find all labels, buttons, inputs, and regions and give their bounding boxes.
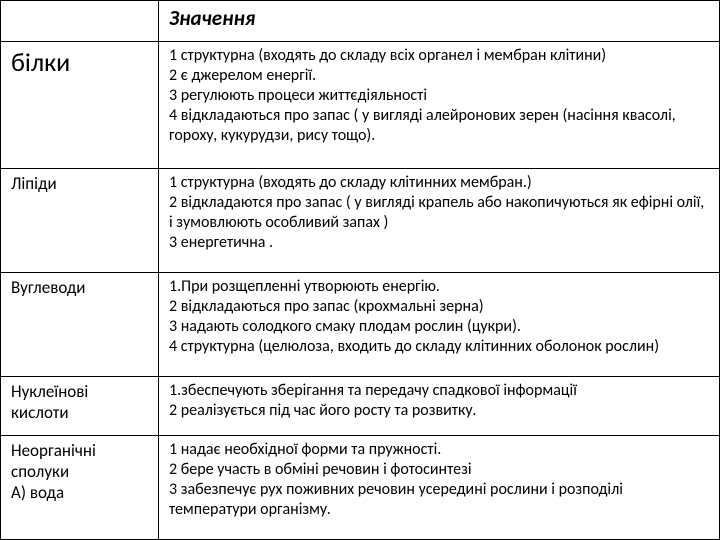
table-row: білки 1 структурна (входять до складу вс… (1, 41, 720, 168)
table-row: Ліпіди 1 структурна (входять до складу к… (1, 168, 720, 272)
row-content-3: 1.збеспечують зберігання та передачу спа… (159, 376, 720, 436)
row-label-3: Нуклеїнові кислоти (1, 376, 159, 436)
table-row: Неорганічні сполукиА) вода 1 надає необх… (1, 436, 720, 540)
table-row: Нуклеїнові кислоти 1.збеспечують зберіга… (1, 376, 720, 436)
biology-table: Значення білки 1 структурна (входять до … (0, 0, 720, 540)
table-row: Вуглеводи 1.При розщепленні утворюють ен… (1, 272, 720, 376)
header-empty-cell (1, 1, 159, 42)
row-label-0: білки (1, 41, 159, 168)
row-content-1: 1 структурна (входять до складу клітинни… (159, 168, 720, 272)
header-title-cell: Значення (159, 1, 720, 42)
row-content-2: 1.При розщепленні утворюють енергію.2 ві… (159, 272, 720, 376)
row-label-2: Вуглеводи (1, 272, 159, 376)
row-content-4: 1 надає необхідної форми та пружності.2 … (159, 436, 720, 540)
row-label-1: Ліпіди (1, 168, 159, 272)
header-row: Значення (1, 1, 720, 42)
row-label-4: Неорганічні сполукиА) вода (1, 436, 159, 540)
row-content-0: 1 структурна (входять до складу всіх орг… (159, 41, 720, 168)
